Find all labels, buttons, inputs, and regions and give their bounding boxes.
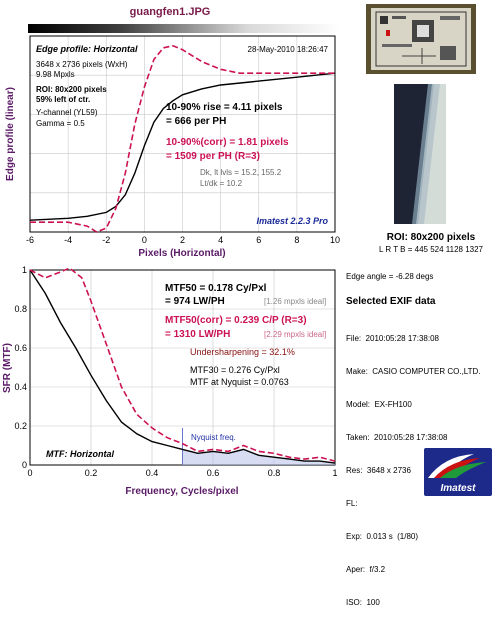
mtf-ytick-label: 0.4: [14, 382, 27, 392]
rise-text: 10-90% rise = 4.11 pixels: [166, 102, 283, 113]
roi-marker: [386, 30, 390, 36]
mtf-series-line-0: [29, 269, 336, 464]
edge-xtick-label: -2: [102, 235, 110, 245]
ltdk-text: Lt/dk = 10.2: [200, 179, 243, 188]
mtf50-lw-text: = 974 LW/PH: [165, 296, 225, 307]
mtf-xtick-label: 1: [332, 468, 337, 478]
per-ph-text: = 666 per PH: [166, 116, 226, 127]
mtf-xtick-label: 0.4: [146, 468, 159, 478]
edge-xtick-label: 2: [180, 235, 185, 245]
edge-plot-frame: [29, 35, 336, 233]
exif-taken: Taken: 2010:05:28 17:38:08: [346, 433, 448, 442]
brand-text: Imatest 2.2.3 Pro: [256, 216, 328, 226]
undersharpening-text: Undersharpening = 32.1%: [190, 347, 295, 357]
edge-roi-pos: 59% left of ctr.: [36, 95, 90, 104]
mtf30-text: MTF30 = 0.276 Cy/Pxl: [190, 365, 280, 375]
roi-coords: L R T B = 445 524 1128 1327: [378, 245, 483, 254]
ideal2-text: [2.29 mpxls ideal]: [264, 330, 326, 339]
edge-xtick-label: 6: [256, 235, 261, 245]
mtf50-corr-lw-text: = 1310 LW/PH: [165, 329, 230, 340]
roi-crop-edge-light: [416, 84, 440, 224]
edge-xtick-label: 4: [218, 235, 223, 245]
edge-xticks: -6 -4 -2 0 2 4 6 8 10: [26, 235, 340, 245]
edge-angle: Edge angle = -6.28 degs: [346, 272, 434, 281]
mtf-xlabel: Frequency, Cycles/pixel: [125, 486, 238, 497]
thumbnail-bar: [440, 16, 460, 20]
thumbnail-bar: [392, 16, 406, 19]
edge-ylabel: Edge profile (linear): [5, 87, 16, 181]
exif-iso: ISO: 100: [346, 598, 380, 607]
thumbnail-center-inner: [417, 25, 429, 37]
exif-res: Res: 3648 x 2736: [346, 466, 411, 475]
mtf-ylabel: SFR (MTF): [2, 343, 13, 393]
edge-xtick-label: 10: [330, 235, 340, 245]
mtf-xticks: 0 0.2 0.4 0.6 0.8 1: [27, 468, 337, 478]
logo-text: Imatest: [440, 483, 476, 494]
edge-gradient-strip: [28, 24, 340, 33]
roi-caption: ROI: 80x200 pixels: [386, 232, 476, 243]
mtf-grid: [29, 270, 336, 465]
mtf-nyquist-text: MTF at Nyquist = 0.0763: [190, 377, 289, 387]
thumbnail-block: [440, 46, 456, 60]
edge-roi: ROI: 80x200 pixels: [36, 85, 107, 94]
mtf-heading: MTF: Horizontal: [46, 449, 114, 459]
dk-text: Dk, lt lvls = 15.2, 155.2: [200, 168, 282, 177]
edge-gamma: Gamma = 0.5: [36, 119, 85, 128]
edge-xtick-label: -4: [64, 235, 72, 245]
mtf50-corr-text: MTF50(corr) = 0.239 C/P (R=3): [165, 315, 307, 326]
mtf-ytick-label: 0.2: [14, 421, 27, 431]
roi-images: [366, 4, 476, 224]
mtf-ytick-label: 0.8: [14, 304, 27, 314]
rise-corr-text: 10-90%(corr) = 1.81 pixels: [166, 137, 289, 148]
edge-series-line-0: [29, 72, 336, 221]
mtf-xtick-label: 0.6: [207, 468, 220, 478]
thumbnail-bar: [382, 44, 412, 47]
edge-series-line-1: [30, 44, 335, 233]
edge-heading: Edge profile: Horizontal: [36, 44, 138, 54]
edge-profile-chart: -6 -4 -2 0 2 4 6 8 10 Edge profile: Horizontal 2…: [2, 35, 340, 497]
mtf-ytick-label: 1: [22, 265, 27, 275]
per-ph-corr-text: = 1509 per PH (R=3): [166, 151, 260, 162]
exif-aper: Aper: f/3.2: [346, 565, 386, 574]
edge-xlabel: Pixels (Horizontal): [138, 248, 225, 259]
edge-xtick-label: 0: [142, 235, 147, 245]
mtf-fill: [182, 449, 335, 465]
edge-date: 28-May-2010 18:26:47: [248, 45, 329, 54]
edge-mpxls: 9.98 Mpxls: [36, 70, 75, 79]
nyquist-label: Nyquist freq.: [191, 433, 236, 442]
mtf-xtick-label: 0.2: [85, 468, 98, 478]
mtf-ytick-label: 0: [22, 460, 27, 470]
roi-crop-dark: [394, 84, 430, 224]
exif-make: Make: CASIO COMPUTER CO.,LTD.: [346, 367, 481, 376]
edge-dims: 3648 x 2736 pixels (WxH): [36, 60, 128, 69]
mtf50-text: MTF50 = 0.178 Cy/Pxl: [165, 283, 267, 294]
logo-swoosh-green: [440, 462, 486, 478]
page-title: guangfen1.JPG: [129, 6, 211, 18]
mtf-xtick-label: 0: [27, 468, 32, 478]
exif-file: File: 2010:05:28 17:38:08: [346, 334, 439, 343]
mtf-yticks: 0 0.2 0.4 0.6 0.8 1: [14, 265, 27, 470]
mtf-xtick-label: 0.8: [268, 468, 281, 478]
edge-xtick-label: -6: [26, 235, 34, 245]
thumbnail-border: [375, 11, 467, 67]
exif-title: Selected EXIF data: [346, 296, 436, 307]
mtf-series-line-1: [29, 267, 336, 462]
mtf-ytick-label: 0.6: [14, 343, 27, 353]
thumbnail-mark: [380, 16, 388, 24]
edge-xtick-label: 8: [294, 235, 299, 245]
imatest-logo: Imatest: [424, 448, 492, 496]
ideal1-text: [1.26 mpxls ideal]: [264, 297, 326, 306]
mtf-above-nyquist-fill: [182, 449, 335, 465]
edge-series: [29, 44, 336, 233]
mtf-series: [29, 267, 336, 464]
exif-model: Model: EX-FH100: [346, 400, 412, 409]
edge-channel: Y-channel (YL59): [36, 108, 98, 117]
exif-exp: Exp: 0.013 s (1/80): [346, 532, 419, 541]
